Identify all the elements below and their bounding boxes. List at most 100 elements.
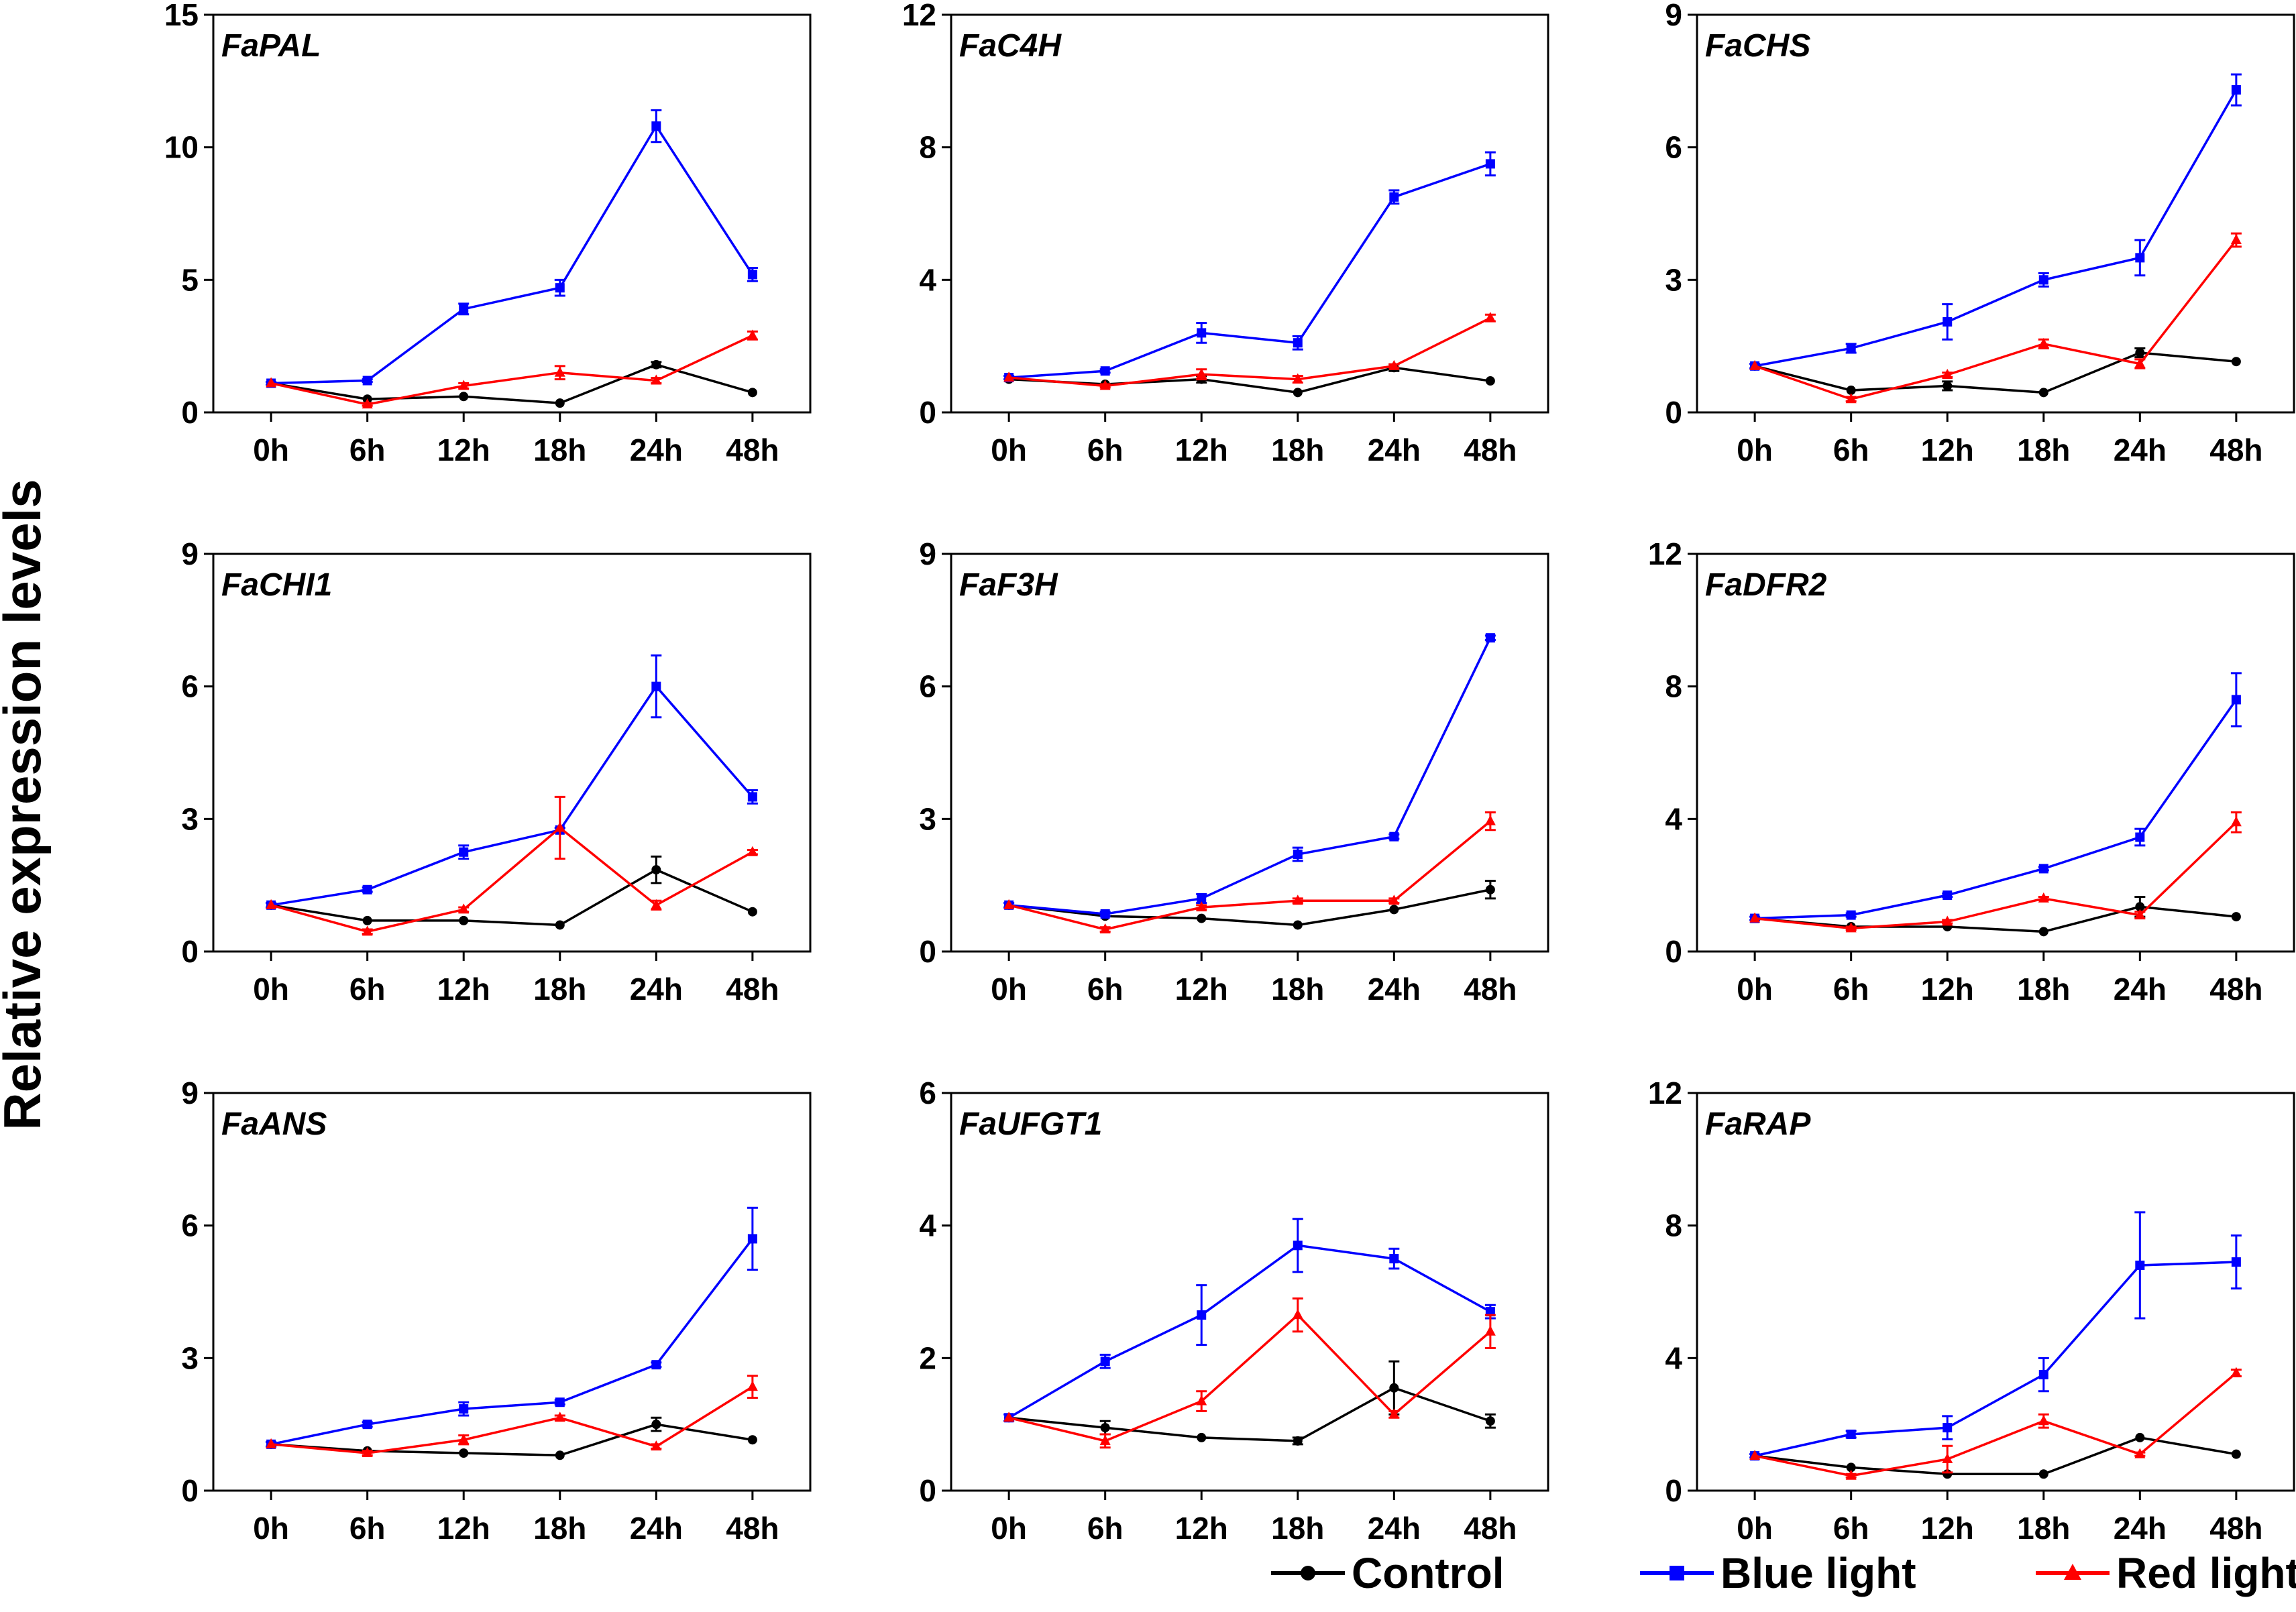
data-point: [1846, 1429, 1856, 1439]
x-tick-label: 24h: [630, 433, 683, 467]
y-tick-label: 6: [181, 1208, 199, 1243]
x-tick-label: 6h: [349, 972, 386, 1006]
panel-fachs: 0 3 6 9 0h 6h 12h 18h 24h 48h FaCHS: [1665, 0, 2295, 467]
x-tick-label: 18h: [2017, 1511, 2070, 1546]
x-tick-label: 18h: [533, 433, 586, 467]
data-point: [1197, 1310, 1207, 1320]
y-tick-label: 9: [1665, 0, 1682, 32]
data-point: [1943, 316, 1953, 327]
data-point: [554, 821, 565, 832]
legend-marker: [1670, 1566, 1684, 1580]
series-line: [270, 868, 753, 927]
legend-label: Blue light: [1720, 1549, 1916, 1597]
legend-marker: [1301, 1566, 1315, 1580]
series-line: [271, 123, 754, 385]
y-tick-label: 8: [1665, 1208, 1682, 1243]
series-control: [266, 1416, 757, 1460]
data-point: [362, 925, 373, 936]
y-tick-label: 2: [919, 1340, 936, 1375]
series-red-light: [1003, 312, 1496, 390]
data-point: [747, 1234, 757, 1244]
data-point: [2038, 1469, 2048, 1479]
series-line: [1754, 905, 2237, 933]
x-tick-label: 48h: [2209, 972, 2262, 1006]
data-point: [1388, 359, 1400, 370]
series-blue-light: [1749, 73, 2242, 371]
y-tick-label: 0: [919, 395, 936, 430]
x-tick-label: 24h: [1368, 433, 1421, 467]
x-tick-label: 48h: [2209, 1511, 2262, 1546]
series-red-light: [1749, 232, 2242, 404]
data-point: [1100, 1357, 1110, 1367]
data-point: [2134, 357, 2146, 368]
x-tick-label: 12h: [1175, 972, 1228, 1006]
series-blue-light: [266, 654, 758, 910]
plot-frame: [950, 1092, 1549, 1492]
y-tick-label: 15: [164, 0, 199, 32]
data-point: [1484, 1325, 1496, 1336]
x-tick-label: 48h: [1464, 433, 1517, 467]
data-point: [651, 1440, 662, 1451]
data-point: [1942, 368, 1953, 379]
y-tick-label: 5: [181, 262, 199, 297]
x-tick-label: 0h: [253, 1511, 289, 1546]
gene-title: FaCHS: [1705, 28, 1810, 64]
y-tick-label: 0: [181, 934, 199, 969]
data-point: [459, 847, 469, 857]
series-line: [270, 363, 753, 404]
x-tick-label: 6h: [1087, 433, 1124, 467]
series-blue-light: [266, 109, 758, 388]
data-point: [555, 1397, 565, 1407]
x-tick-label: 6h: [1833, 972, 1869, 1006]
y-tick-label: 12: [1648, 536, 1682, 571]
series-red-light: [266, 1375, 758, 1457]
y-tick-label: 3: [181, 1340, 199, 1375]
plot-frame: [212, 553, 812, 953]
data-point: [2038, 864, 2048, 874]
y-tick-label: 12: [902, 0, 936, 32]
data-point: [2038, 892, 2049, 903]
plot-frame: [1696, 1092, 2295, 1492]
data-point: [1846, 1462, 1856, 1473]
gene-title: FaC4H: [959, 28, 1062, 64]
x-tick-label: 18h: [2017, 433, 2070, 467]
data-point: [1943, 381, 1953, 391]
data-point: [2231, 357, 2241, 367]
data-point: [1003, 371, 1015, 382]
data-point: [266, 899, 277, 909]
y-tick-label: 12: [1648, 1076, 1682, 1110]
data-point: [459, 1448, 469, 1458]
data-point: [458, 1434, 470, 1444]
legend-label: Red light: [2116, 1549, 2296, 1597]
y-axis-label: Relative expression levels: [0, 479, 52, 1130]
data-point: [1846, 343, 1856, 353]
y-tick-label: 6: [1665, 130, 1682, 165]
data-point: [1389, 905, 1399, 915]
data-point: [2135, 902, 2145, 912]
panel-faufgt1: 0 2 4 6 0h 6h 12h 18h 24h 48h FaUFGT1: [919, 1076, 1549, 1546]
y-tick-label: 9: [181, 536, 199, 571]
data-point: [2038, 388, 2048, 398]
series-line: [1754, 239, 2238, 401]
y-tick-label: 6: [919, 669, 936, 704]
data-point: [555, 283, 565, 293]
data-point: [1100, 366, 1110, 376]
series-control: [1004, 363, 1495, 398]
series-line: [270, 1238, 754, 1446]
y-tick-label: 9: [181, 1076, 199, 1110]
data-point: [1845, 393, 1857, 404]
series-line: [1008, 1244, 1491, 1419]
y-tick-label: 10: [164, 130, 199, 165]
x-tick-label: 6h: [349, 1511, 386, 1546]
y-tick-label: 6: [919, 1076, 936, 1110]
data-point: [362, 915, 372, 925]
series-blue-light: [1003, 633, 1496, 919]
y-tick-label: 3: [181, 801, 199, 836]
data-point: [459, 304, 469, 314]
panel-faf3h: 0 3 6 9 0h 6h 12h 18h 24h 48h FaF3H: [919, 536, 1549, 1006]
y-tick-label: 8: [919, 130, 936, 165]
data-point: [1197, 913, 1207, 923]
x-tick-label: 0h: [991, 1511, 1027, 1546]
y-tick-label: 0: [181, 1473, 199, 1508]
series-line: [1008, 637, 1492, 915]
